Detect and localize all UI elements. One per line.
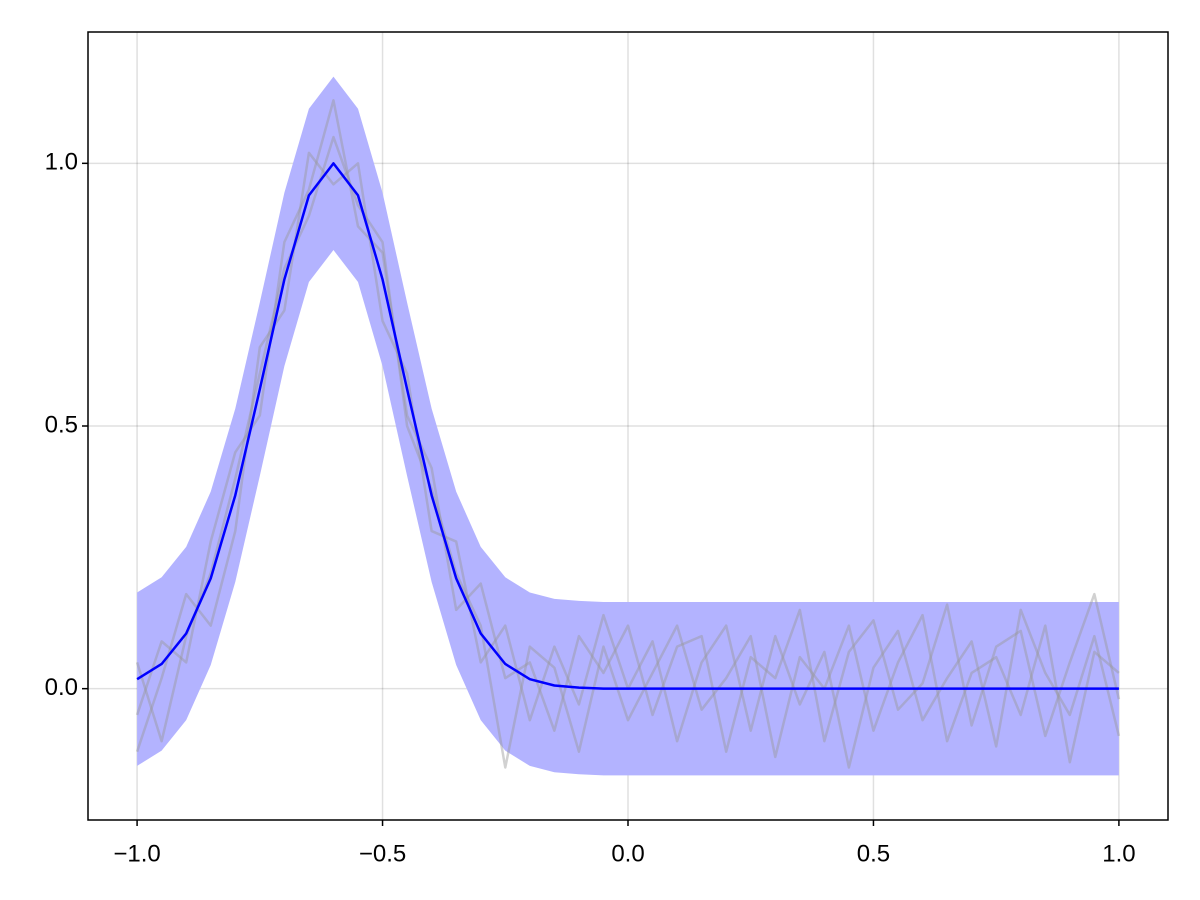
- x-tick-label: 0.5: [857, 840, 890, 867]
- x-tick-label: −0.5: [359, 840, 406, 867]
- plot-frame: [87, 31, 1169, 821]
- sample-line: [135, 99, 1121, 753]
- y-tick-label: 1.0: [45, 149, 78, 176]
- x-tick-label: 1.0: [1102, 840, 1135, 867]
- y-tick-label: 0.0: [45, 674, 78, 701]
- sample-line: [135, 135, 1120, 769]
- y-tick-label: 0.5: [45, 411, 78, 438]
- mean-line: [136, 162, 1119, 690]
- x-tick-label: −1.0: [113, 840, 160, 867]
- x-tick-label: 0.0: [611, 840, 644, 867]
- band: [137, 76, 1119, 776]
